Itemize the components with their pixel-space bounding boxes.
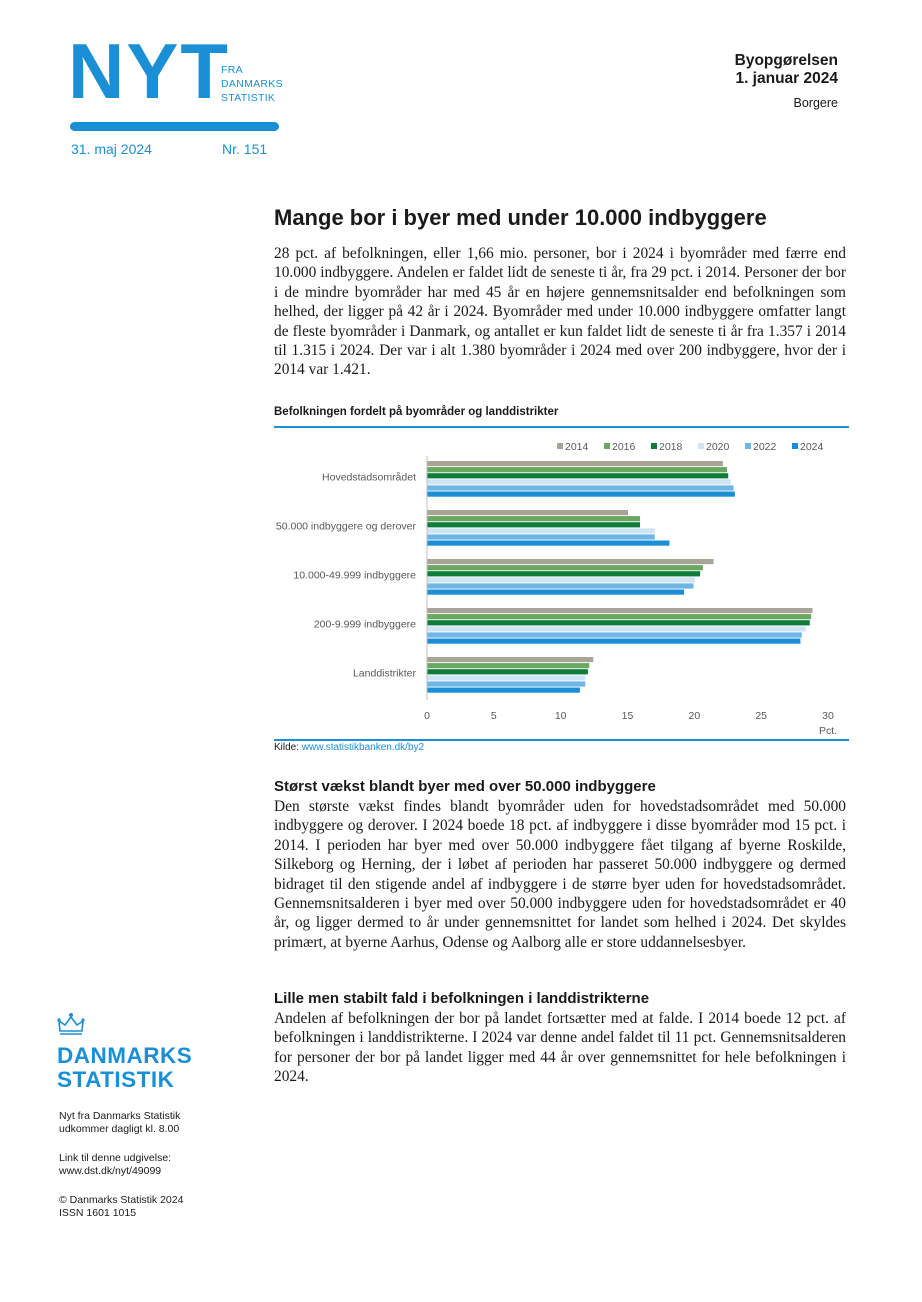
- topic-heading: Byopgørelsen 1. januar 2024: [735, 52, 838, 88]
- section-paragraph: Andelen af befolkningen der bor på lande…: [274, 1010, 846, 1086]
- intro-paragraph: 28 pct. af befolkningen, eller 1,66 mio.…: [274, 245, 846, 379]
- bar: [427, 608, 813, 614]
- logo-subtitle: FRA DANMARKS STATISTIK: [221, 63, 283, 105]
- publication-number: Nr. 151: [222, 141, 268, 157]
- x-unit-label: Pct.: [819, 725, 837, 737]
- bar: [427, 491, 735, 497]
- bar: [427, 687, 580, 693]
- bar: [427, 534, 655, 540]
- category-label: Hovedstadsområdet: [322, 472, 416, 484]
- dst-logo-line: DANMARKS: [57, 1043, 193, 1068]
- legend-label: 2016: [612, 441, 636, 453]
- dst-logo: DANMARKS STATISTIK: [57, 1044, 192, 1092]
- legend-label: 2018: [659, 441, 683, 453]
- publication-info: Nyt fra Danmarks Statistik udkommer dagl…: [59, 1110, 180, 1136]
- category-label: Landdistrikter: [353, 668, 417, 680]
- logo-sub-line: FRA: [221, 64, 243, 76]
- bar: [427, 528, 655, 534]
- bar: [427, 669, 588, 675]
- bar: [427, 571, 701, 577]
- bar: [427, 461, 723, 467]
- bar: [427, 510, 628, 516]
- category-label: 200-9.999 indbyggere: [314, 619, 416, 631]
- bar: [427, 467, 727, 473]
- legend-swatch: [745, 443, 751, 449]
- category-label: Borgere: [793, 96, 838, 110]
- chart-top-rule: [274, 426, 849, 428]
- bar: [427, 626, 806, 632]
- legend-swatch: [698, 443, 704, 449]
- chart-bottom-rule: [274, 739, 849, 741]
- bar: [427, 638, 801, 644]
- bar-chart: 2014 2016 2018 2020 2022 2024 Hovedstadsområde…: [276, 441, 837, 737]
- chart-source: Kilde: www.statistikbanken.dk/by2: [274, 742, 424, 753]
- bar: [427, 516, 641, 522]
- bar: [427, 522, 641, 528]
- bar: [427, 577, 695, 583]
- source-label: Kilde:: [274, 742, 300, 753]
- bar: [427, 485, 734, 491]
- bar: [427, 559, 714, 565]
- publication-date: 31. maj 2024: [71, 141, 152, 157]
- bar: [427, 479, 731, 485]
- bar: [427, 540, 670, 546]
- x-tick-label: 15: [622, 710, 634, 722]
- nyt-logo: NYT: [68, 27, 230, 115]
- bar: [427, 620, 810, 626]
- topic-date: 1. januar 2024: [735, 70, 838, 87]
- info-line: Nyt fra Danmarks Statistik: [59, 1110, 181, 1122]
- bar: [427, 681, 586, 687]
- x-tick-label: 30: [822, 710, 834, 722]
- x-tick-label: 25: [755, 710, 767, 722]
- crown-icon: [57, 1013, 85, 1035]
- publication-url[interactable]: www.dst.dk/nyt/49099: [59, 1165, 162, 1177]
- source-link[interactable]: www.statistikbanken.dk/by2: [301, 742, 425, 753]
- bar: [427, 583, 694, 589]
- legend-label: 2014: [565, 441, 589, 453]
- bar: [427, 589, 685, 595]
- category-label: 10.000-49.999 indbyggere: [293, 570, 416, 582]
- bar: [427, 614, 812, 620]
- info-line: ISSN 1601 1015: [59, 1207, 137, 1219]
- publication-link: Link til denne udgivelse: www.dst.dk/nyt…: [59, 1152, 171, 1178]
- x-tick-label: 5: [491, 710, 497, 722]
- logo-bar: [70, 122, 279, 131]
- chart-title: Befolkningen fordelt på byområder og lan…: [274, 406, 559, 418]
- info-line: © Danmarks Statistik 2024: [59, 1194, 184, 1206]
- copyright-info: © Danmarks Statistik 2024 ISSN 1601 1015: [59, 1194, 183, 1220]
- legend-swatch: [604, 443, 610, 449]
- logo-sub-line: STATISTIK: [221, 92, 276, 104]
- section-heading: Størst vækst blandt byer med over 50.000…: [274, 778, 656, 795]
- topic-line: Byopgørelsen: [734, 52, 838, 69]
- dst-logo-line: STATISTIK: [57, 1067, 175, 1092]
- legend-swatch: [557, 443, 563, 449]
- bar: [427, 663, 590, 669]
- bar: [427, 675, 586, 681]
- section-heading: Lille men stabilt fald i befolkningen i …: [274, 990, 650, 1007]
- x-tick-label: 10: [555, 710, 567, 722]
- bar: [427, 565, 703, 571]
- legend-label: 2022: [753, 441, 777, 453]
- info-line: udkommer dagligt kl. 8.00: [59, 1123, 180, 1135]
- legend-swatch: [792, 443, 798, 449]
- x-tick-label: 20: [688, 710, 700, 722]
- info-line: Link til denne udgivelse:: [59, 1152, 172, 1164]
- category-label: 50.000 indbyggere og derover: [276, 521, 417, 533]
- page-title: Mange bor i byer med under 10.000 indbyg…: [274, 205, 767, 230]
- bar: [427, 657, 594, 663]
- bar: [427, 473, 729, 479]
- bar: [427, 632, 802, 638]
- logo-sub-line: DANMARKS: [221, 78, 283, 90]
- legend-label: 2020: [706, 441, 730, 453]
- section-paragraph: Den største vækst findes blandt byområde…: [274, 798, 846, 951]
- x-tick-label: 0: [424, 710, 430, 722]
- legend-swatch: [651, 443, 657, 449]
- legend-label: 2024: [800, 441, 824, 453]
